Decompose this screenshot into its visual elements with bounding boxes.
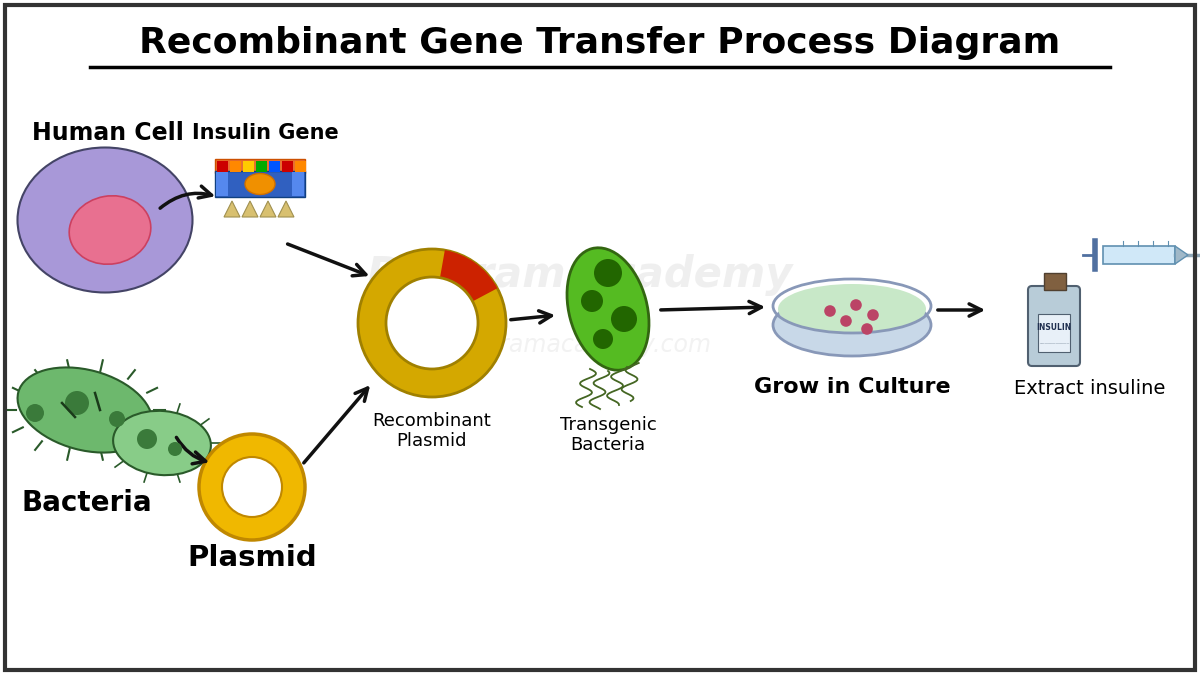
- FancyBboxPatch shape: [215, 159, 305, 173]
- Ellipse shape: [18, 367, 152, 452]
- Text: Diagram Academy: Diagram Academy: [367, 254, 793, 296]
- Text: Insulin Gene: Insulin Gene: [192, 123, 338, 143]
- FancyBboxPatch shape: [292, 172, 304, 196]
- FancyBboxPatch shape: [1028, 286, 1080, 366]
- Circle shape: [581, 290, 604, 312]
- Text: Plasmid: Plasmid: [187, 544, 317, 572]
- Polygon shape: [260, 201, 276, 217]
- Wedge shape: [440, 250, 497, 302]
- Text: Bacteria: Bacteria: [22, 489, 152, 517]
- Circle shape: [222, 457, 282, 517]
- Polygon shape: [1175, 246, 1188, 264]
- Ellipse shape: [245, 173, 275, 194]
- FancyBboxPatch shape: [1103, 246, 1175, 264]
- Circle shape: [862, 323, 872, 335]
- Polygon shape: [224, 201, 240, 217]
- Text: Extract insuline: Extract insuline: [1014, 379, 1165, 398]
- FancyBboxPatch shape: [282, 161, 293, 172]
- Polygon shape: [278, 201, 294, 217]
- Ellipse shape: [113, 411, 211, 475]
- Circle shape: [199, 434, 305, 540]
- FancyBboxPatch shape: [216, 172, 228, 196]
- Text: INSULIN: INSULIN: [1037, 323, 1072, 333]
- Circle shape: [358, 249, 506, 397]
- FancyBboxPatch shape: [242, 161, 254, 172]
- Circle shape: [137, 429, 157, 449]
- FancyBboxPatch shape: [217, 161, 228, 172]
- Circle shape: [611, 306, 637, 332]
- Text: Grow in Culture: Grow in Culture: [754, 377, 950, 397]
- Ellipse shape: [70, 196, 151, 264]
- FancyBboxPatch shape: [269, 161, 280, 172]
- Ellipse shape: [568, 248, 649, 370]
- Text: diagramacademy.com: diagramacademy.com: [449, 333, 712, 357]
- Circle shape: [386, 277, 478, 369]
- FancyBboxPatch shape: [230, 161, 241, 172]
- Circle shape: [593, 329, 613, 349]
- Text: Human Cell: Human Cell: [32, 121, 184, 145]
- Ellipse shape: [18, 148, 192, 292]
- Circle shape: [65, 391, 89, 415]
- Circle shape: [109, 411, 125, 427]
- FancyBboxPatch shape: [1038, 314, 1070, 352]
- Circle shape: [386, 277, 478, 369]
- Circle shape: [824, 305, 836, 317]
- Circle shape: [168, 442, 182, 456]
- FancyBboxPatch shape: [1044, 273, 1066, 290]
- Circle shape: [868, 309, 878, 321]
- Text: Transgenic
Bacteria: Transgenic Bacteria: [559, 416, 656, 454]
- FancyBboxPatch shape: [256, 161, 266, 172]
- Circle shape: [594, 259, 622, 287]
- Text: Recombinant Gene Transfer Process Diagram: Recombinant Gene Transfer Process Diagra…: [139, 26, 1061, 60]
- Circle shape: [26, 404, 44, 422]
- Text: ___________: ___________: [1039, 340, 1069, 344]
- Polygon shape: [242, 201, 258, 217]
- Circle shape: [850, 299, 862, 310]
- Text: Recombinant
Plasmid: Recombinant Plasmid: [373, 412, 491, 450]
- FancyBboxPatch shape: [215, 171, 305, 197]
- Circle shape: [840, 315, 852, 327]
- Ellipse shape: [773, 294, 931, 356]
- FancyBboxPatch shape: [295, 161, 306, 172]
- Ellipse shape: [778, 284, 926, 334]
